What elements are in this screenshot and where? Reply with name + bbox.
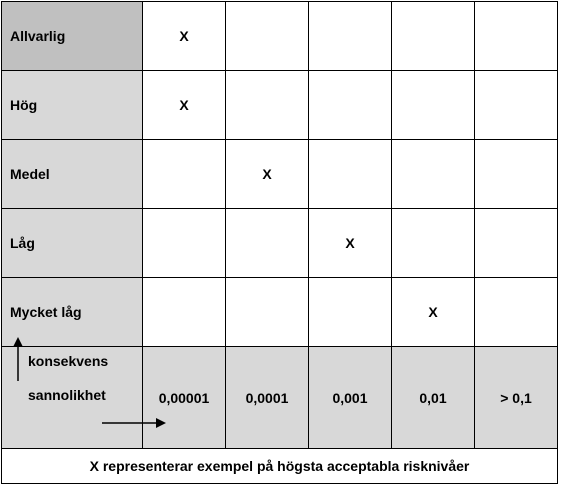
matrix-cell [391,139,475,209]
matrix-cell [391,70,475,140]
probability-value: 0,0001 [225,346,309,449]
matrix-cell [225,70,309,140]
matrix-cell [474,70,558,140]
probability-row: konsekvens sannolikhet 0,00001 0,0001 0,… [1,337,558,449]
matrix-cell [142,277,226,347]
matrix-row-allvarlig: Allvarlig X [1,1,558,71]
matrix-row-hog: Hög X [1,70,558,140]
probability-value: 0,001 [308,346,392,449]
matrix-row-mycket-lag: Mycket låg X [1,277,558,347]
matrix-cell [308,139,392,209]
matrix-cell [225,277,309,347]
probability-value: 0,01 [391,346,475,449]
matrix-row-lag: Låg X [1,208,558,278]
matrix-cell [308,277,392,347]
matrix-cell [308,70,392,140]
matrix-row-medel: Medel X [1,139,558,209]
consequence-axis-label: konsekvens [28,353,109,369]
matrix-cell [142,208,226,278]
matrix-cell [308,1,392,71]
probability-value: 0,00001 [142,346,226,449]
consequence-label-mycket-lag: Mycket låg [1,277,143,347]
consequence-label-allvarlig: Allvarlig [1,1,143,71]
matrix-cell [391,208,475,278]
caption-row: X representerar exempel på högsta accept… [1,448,558,484]
matrix-cell: X [142,70,226,140]
matrix-cell [391,1,475,71]
arrow-right-icon [102,418,166,428]
matrix-cell: X [142,1,226,71]
matrix-cell: X [308,208,392,278]
probability-axis-label: sannolikhet [28,387,106,403]
matrix-cell [142,139,226,209]
matrix-cell [474,277,558,347]
consequence-label-medel: Medel [1,139,143,209]
consequence-label-hog: Hög [1,70,143,140]
matrix-caption: X representerar exempel på högsta accept… [1,448,558,484]
matrix-cell [474,139,558,209]
arrow-up-icon [13,337,23,381]
matrix-cell: X [391,277,475,347]
matrix-cell [225,208,309,278]
matrix-cell: X [225,139,309,209]
probability-value: > 0,1 [474,346,558,449]
matrix-cell [474,1,558,71]
matrix-cell [474,208,558,278]
consequence-label-lag: Låg [1,208,143,278]
axis-corner: konsekvens sannolikhet [1,337,166,449]
matrix-cell [225,1,309,71]
